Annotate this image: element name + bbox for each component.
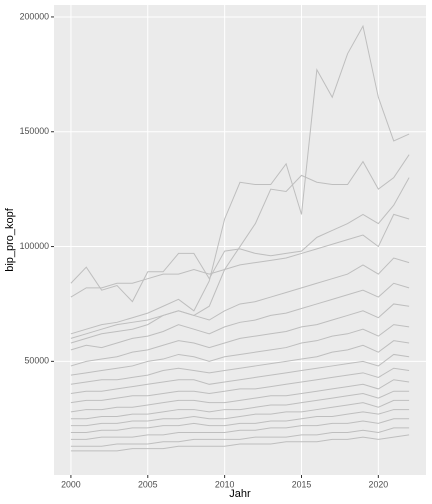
series-line bbox=[70, 379, 410, 413]
x-tick-label: 2020 bbox=[369, 479, 389, 489]
series-line bbox=[70, 409, 410, 434]
series-line bbox=[70, 399, 410, 427]
series-line bbox=[70, 340, 410, 385]
series-line bbox=[70, 353, 410, 394]
x-axis-title: Jahr bbox=[229, 488, 251, 500]
x-tick-label: 2015 bbox=[292, 479, 312, 489]
series-line bbox=[70, 367, 410, 404]
y-axis-title: bip_pro_kopf bbox=[4, 207, 16, 272]
y-tick-label: 200000 bbox=[20, 11, 49, 21]
series-line bbox=[70, 24, 410, 335]
series-line bbox=[70, 303, 410, 367]
x-tick-label: 2000 bbox=[61, 479, 81, 489]
series-line bbox=[70, 418, 410, 440]
y-tick-label: 50000 bbox=[25, 356, 50, 366]
series-line bbox=[70, 390, 410, 420]
series-line bbox=[70, 324, 410, 376]
series-line bbox=[70, 213, 410, 298]
y-tick-label: 150000 bbox=[20, 126, 49, 136]
x-tick-label: 2005 bbox=[138, 479, 158, 489]
series-line bbox=[70, 282, 410, 351]
series-line bbox=[70, 257, 410, 339]
y-tick-label: 100000 bbox=[20, 241, 49, 251]
panel bbox=[54, 5, 426, 475]
series-line bbox=[70, 154, 410, 344]
x-tick-label: 2010 bbox=[215, 479, 235, 489]
series-line bbox=[70, 427, 410, 447]
series-line bbox=[70, 177, 410, 303]
series-line bbox=[70, 434, 410, 452]
